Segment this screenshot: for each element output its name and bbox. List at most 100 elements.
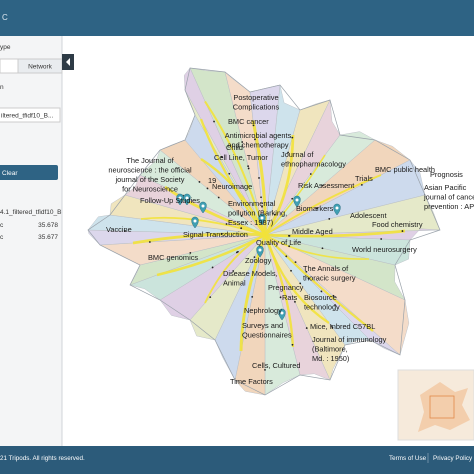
map-label-line: Asian Pacific: [424, 183, 467, 192]
map-label: Antimicrobial agents and chemotherapy: [225, 131, 292, 150]
map-label-line: Animal: [223, 279, 246, 288]
map-pin[interactable]: [293, 195, 301, 208]
map-label: Rats: [282, 293, 298, 302]
map-node: [235, 251, 238, 254]
footer-link[interactable]: Privacy Policy: [433, 455, 473, 462]
map-label-line: Postoperative: [233, 93, 278, 102]
map-pin[interactable]: [199, 201, 207, 214]
map-node: [228, 172, 231, 175]
map-pin[interactable]: [176, 193, 184, 206]
map-node: [294, 261, 297, 264]
map-node: [320, 290, 323, 293]
map-label-line: neuroscience : the official: [108, 166, 192, 175]
map-label-line: Follow-Up Studies: [140, 196, 200, 205]
map-node: [217, 196, 220, 199]
map-label: Pregnancy: [268, 283, 304, 292]
map-label-line: prevention : APJCP: [424, 202, 474, 211]
map-label-line: Middle Aged: [292, 227, 333, 236]
map-pin[interactable]: [256, 245, 264, 258]
map-pin[interactable]: [333, 203, 341, 216]
map-label-line: pollution (Barking,: [228, 209, 287, 218]
map-link: [264, 234, 370, 260]
map-pin[interactable]: [183, 193, 191, 206]
map-label-line: Essex : 1987): [228, 218, 273, 227]
tab[interactable]: [0, 58, 19, 74]
map-label-line: Antimicrobial agents: [225, 131, 292, 140]
clear-button[interactable]: [0, 165, 58, 180]
map-label: Trials: [355, 174, 373, 183]
map-label-line: Food chemistry: [372, 220, 423, 229]
map-node: [209, 296, 212, 299]
map-link: [199, 118, 266, 236]
map-label: BMC genomics: [148, 253, 198, 262]
map-label-line: Prognosis: [430, 170, 463, 179]
result-title: 4.1_filtered_tfidf10_B: [0, 209, 61, 216]
map-label: Nephrology: [244, 306, 282, 315]
footer-link[interactable]: Terms of Use: [389, 455, 427, 462]
map-label: Vaccine: [106, 225, 132, 234]
map-label-line: Pregnancy: [268, 283, 304, 292]
result-score: 35.677: [38, 234, 58, 241]
map-label-line: Mice, Inbred C57BL: [310, 322, 375, 331]
map-pin[interactable]: [191, 216, 199, 229]
tab-label[interactable]: Network: [28, 64, 53, 71]
map-node: [360, 184, 363, 186]
map-label: The Journal of neuroscience : the officia…: [108, 156, 192, 194]
map-node: [328, 218, 331, 220]
map-link: [263, 134, 295, 236]
map-node: [254, 138, 256, 141]
map-node: [330, 325, 333, 327]
map-label-line: Journal of: [281, 150, 314, 159]
map-label-line: Journal of immunology: [312, 335, 387, 344]
result-name: c: [0, 234, 4, 241]
map-link: [132, 232, 266, 245]
map-node: [401, 230, 404, 232]
map-node: [247, 167, 250, 170]
dropdown-value[interactable]: iltered_tfidf10_B...: [1, 113, 54, 120]
map-link: [264, 229, 406, 238]
map-label-line: Nephrology: [244, 306, 282, 315]
map-label: Postoperative Complications: [233, 93, 280, 112]
map-label: Zoology: [245, 256, 272, 265]
map-node: [261, 205, 263, 208]
map-node: [315, 207, 318, 210]
map-node: [288, 245, 291, 248]
map-label: Cell Line, Tumor: [214, 153, 268, 162]
map-node: [247, 165, 250, 168]
clear-button-label[interactable]: Clear: [2, 170, 18, 177]
map-node: [279, 296, 282, 299]
map-link: [200, 158, 267, 236]
result-score: 35.678: [38, 222, 58, 229]
collapse-icon[interactable]: [66, 58, 70, 66]
map-pin-dot: [185, 196, 189, 200]
map-label-line: BMC cancer: [228, 117, 269, 126]
map-node: [198, 181, 201, 183]
map-label-line: Surveys and: [242, 321, 283, 330]
map-node: [264, 368, 266, 371]
map-node: [189, 252, 192, 254]
map-node: [273, 213, 276, 216]
map-label-line: Rats: [282, 293, 298, 302]
map-label: Asian Pacific journal of cancer prevention…: [423, 183, 474, 211]
map-label-line: journal of the Society: [114, 175, 184, 184]
map-label-line: and chemotherapy: [227, 141, 289, 150]
map-label-line: Md. : 1950): [312, 354, 349, 363]
map-pin-dot: [335, 206, 339, 210]
map-pin[interactable]: [278, 308, 286, 321]
map-pin-dot: [260, 216, 264, 220]
map-label-line: Signal Transduction: [183, 230, 248, 239]
map-node: [285, 255, 288, 258]
map-node: [221, 156, 223, 158]
map-node: [287, 151, 289, 154]
header-bar: [0, 0, 474, 36]
sidebar: ype Network n iltered_tfidf10_B... Clear…: [0, 36, 74, 446]
map-node: [380, 238, 383, 240]
map-label-line: Biomarkers: [296, 204, 334, 213]
map-label-line: 19: [208, 176, 216, 185]
map-pin[interactable]: [258, 213, 266, 226]
map-pin-dot: [295, 198, 299, 202]
minimap-shape: [418, 382, 470, 432]
dropdown[interactable]: [0, 107, 61, 123]
map-label-line: BMC genomics: [148, 253, 198, 262]
map-node: [305, 327, 308, 329]
